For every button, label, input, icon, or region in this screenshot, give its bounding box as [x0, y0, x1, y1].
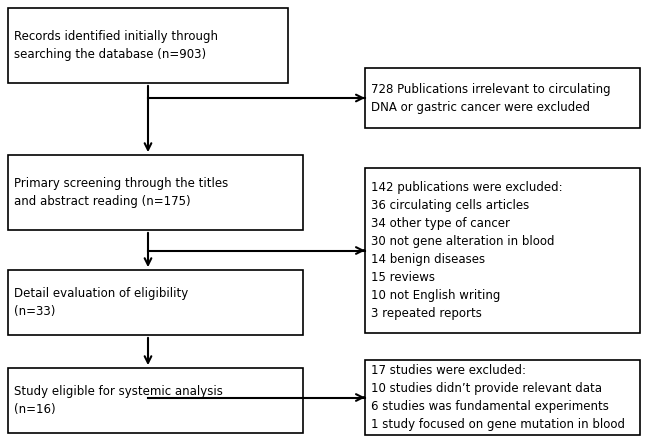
Bar — [365, 360, 640, 435]
Bar — [8, 8, 288, 83]
Text: Study eligible for systemic analysis
(n=16): Study eligible for systemic analysis (n=… — [14, 385, 223, 416]
Text: Detail evaluation of eligibility
(n=33): Detail evaluation of eligibility (n=33) — [14, 287, 188, 318]
Bar — [8, 155, 303, 230]
Bar — [8, 270, 303, 335]
Bar — [365, 68, 640, 128]
Text: 142 publications were excluded:
36 circulating cells articles
34 other type of c: 142 publications were excluded: 36 circu… — [371, 181, 563, 320]
Text: 728 Publications irrelevant to circulating
DNA or gastric cancer were excluded: 728 Publications irrelevant to circulati… — [371, 82, 610, 113]
Bar — [8, 368, 303, 433]
Text: Primary screening through the titles
and abstract reading (n=175): Primary screening through the titles and… — [14, 177, 228, 208]
Text: Records identified initially through
searching the database (n=903): Records identified initially through sea… — [14, 30, 218, 61]
Bar — [365, 168, 640, 333]
Text: 17 studies were excluded:
10 studies didn’t provide relevant data
6 studies was : 17 studies were excluded: 10 studies did… — [371, 364, 625, 431]
